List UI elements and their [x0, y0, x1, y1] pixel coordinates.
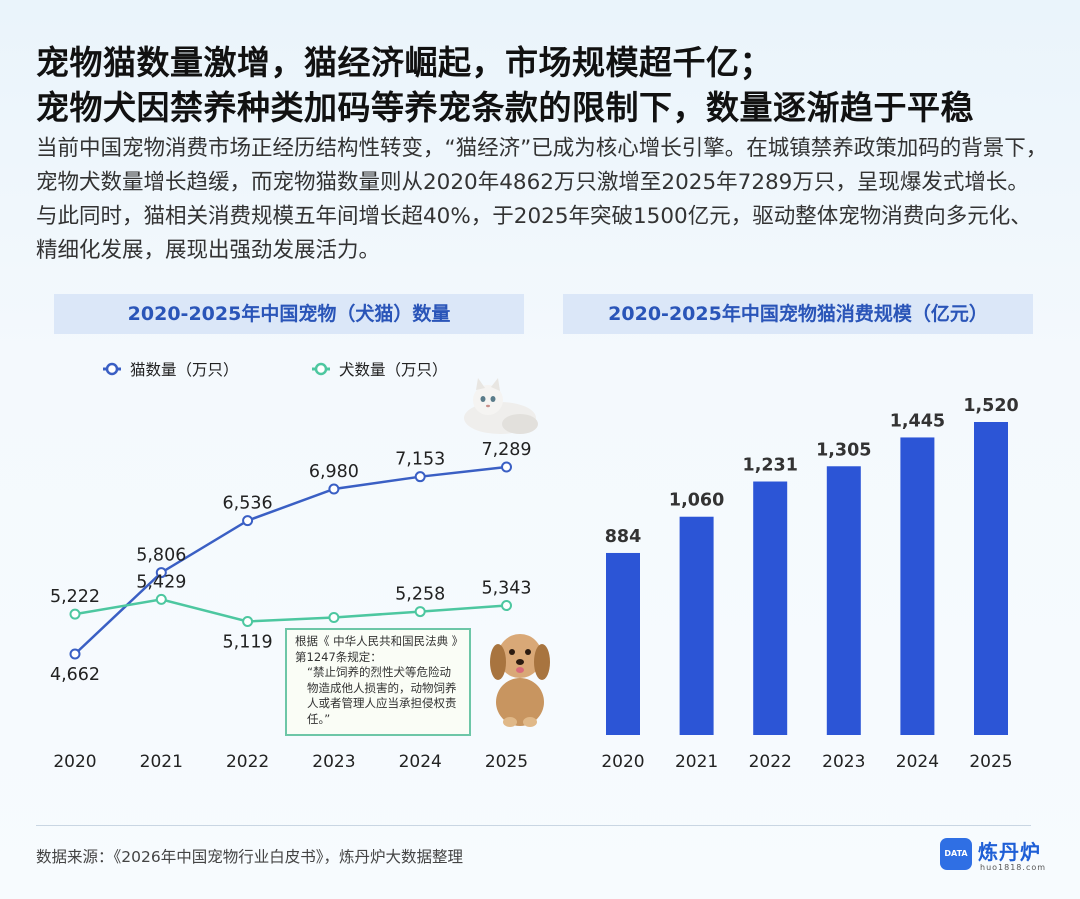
bar	[606, 552, 640, 735]
data-label: 5,258	[395, 585, 445, 605]
data-point	[501, 461, 512, 473]
annotation-line-3: “禁止饲养的烈性犬等危险动物造成他人损害的，动物饲养人或者管理人应当承担侵权责任…	[307, 665, 457, 726]
x-tick-label: 2023	[822, 752, 865, 772]
footer-divider	[36, 825, 1031, 826]
series-line	[74, 465, 507, 655]
annotation-line-2: 第1247条规定：	[295, 649, 382, 664]
data-point	[501, 600, 512, 612]
x-tick-label: 2020	[53, 752, 96, 772]
data-point	[155, 593, 167, 605]
data-point	[242, 615, 254, 627]
data-label: 4,662	[50, 665, 100, 685]
headline-line-1: 宠物猫数量激增，猫经济崛起，市场规模超千亿；	[36, 43, 773, 82]
annotation-line-1: 根据《 中华人民共和国民法典 》	[295, 634, 464, 648]
x-tick-label: 2023	[312, 752, 355, 772]
bar-value-label: 1,231	[743, 456, 798, 476]
logo-icon: DATA	[940, 838, 972, 870]
bar	[900, 437, 935, 735]
legend-label: 猫数量（万只）	[130, 361, 239, 379]
series-line	[74, 598, 507, 623]
cat-illustration	[464, 378, 538, 434]
data-point	[69, 608, 81, 620]
bar-value-label: 1,305	[816, 440, 871, 460]
data-label: 7,153	[395, 450, 445, 470]
data-point	[328, 483, 340, 495]
data-label: 6,536	[223, 494, 273, 514]
legend-marker	[314, 362, 328, 376]
data-point	[155, 567, 167, 579]
x-tick-label: 2020	[601, 752, 644, 772]
x-tick-label: 2024	[399, 752, 442, 772]
x-tick-label: 2022	[749, 752, 792, 772]
dog-illustration	[490, 634, 550, 727]
bar	[679, 516, 714, 735]
legend-label: 犬数量（万只）	[339, 361, 448, 379]
bar	[826, 466, 861, 735]
data-source: 数据来源：《2026年中国宠物行业白皮书》，炼丹炉大数据整理	[36, 848, 463, 866]
data-label: 7,289	[481, 440, 531, 460]
x-tick-label: 2025	[485, 752, 528, 772]
brand-logo[interactable]: DATA 炼丹炉 huo1818.com	[940, 836, 1050, 878]
logo-url: huo1818.com	[980, 863, 1047, 872]
x-tick-label: 2021	[675, 752, 718, 772]
data-label: 5,119	[223, 632, 273, 652]
bar-value-label: 1,060	[669, 491, 724, 511]
data-point	[414, 471, 426, 483]
data-point	[69, 648, 81, 660]
intro-paragraph: 当前中国宠物消费市场正经历结构性转变，“猫经济”已成为核心增长引擎。在城镇禁养政…	[36, 136, 1048, 263]
law-annotation: 根据《 中华人民共和国民法典 》 第1247条规定： “禁止饲养的烈性犬等危险动…	[285, 628, 471, 736]
bar-chart-title: 2020-2025年中国宠物猫消费规模（亿元）	[563, 294, 1033, 334]
data-label: 5,429	[136, 572, 186, 592]
x-tick-label: 2025	[969, 752, 1012, 772]
headline-line-2: 宠物犬因禁养种类加码等养宠条款的限制下，数量逐渐趋于平稳	[36, 88, 974, 127]
data-label: 5,222	[50, 587, 100, 607]
data-point	[414, 606, 426, 618]
data-label: 5,343	[481, 579, 531, 599]
bar-value-label: 1,445	[890, 411, 945, 431]
x-tick-label: 2022	[226, 752, 269, 772]
bar	[974, 422, 1008, 735]
data-point	[328, 611, 340, 623]
logo-name: 炼丹炉	[978, 840, 1041, 864]
data-label: 6,980	[309, 462, 359, 482]
bar	[753, 481, 788, 735]
data-label: 5,806	[136, 546, 186, 566]
bar-value-label: 1,520	[963, 396, 1018, 416]
x-tick-label: 2021	[140, 752, 183, 772]
x-tick-label: 2024	[896, 752, 939, 772]
headline: 宠物猫数量激增，猫经济崛起，市场规模超千亿； 宠物犬因禁养种类加码等养宠条款的限…	[36, 40, 1046, 130]
legend-marker	[105, 362, 119, 376]
bar-value-label: 884	[605, 527, 642, 547]
data-point	[242, 515, 254, 527]
line-chart-title: 2020-2025年中国宠物（犬猫）数量	[54, 294, 524, 334]
